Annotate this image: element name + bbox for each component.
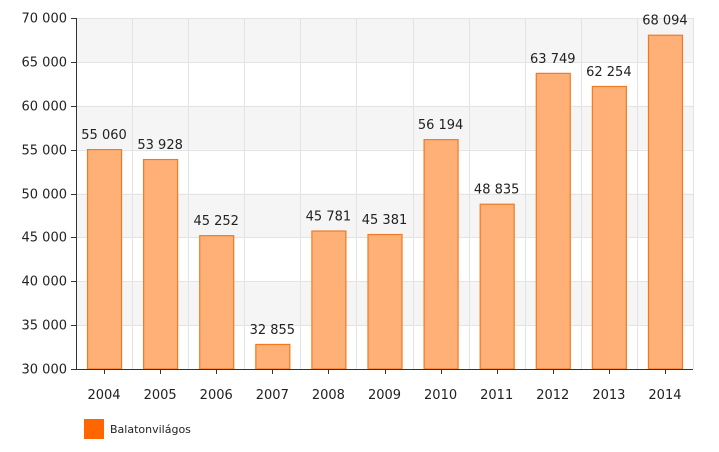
x-tick-label: 2004 [87, 388, 120, 403]
y-tick-label: 65 000 [22, 56, 68, 71]
x-tick-label: 2008 [312, 388, 345, 403]
bar [479, 203, 515, 370]
x-tick-label: 2010 [424, 388, 457, 403]
x-tick-label: 2011 [480, 388, 513, 403]
legend-label: Balatonvilágos [110, 422, 191, 436]
y-tick-label: 60 000 [22, 100, 68, 115]
legend-swatch [84, 419, 104, 439]
bar [255, 343, 291, 370]
bar [535, 72, 571, 370]
x-tick-label: 2012 [536, 388, 569, 403]
data-label: 68 094 [642, 14, 688, 29]
data-label: 45 381 [362, 213, 408, 228]
grid-band [76, 193, 693, 238]
x-tick-label: 2014 [648, 388, 681, 403]
data-label: 53 928 [137, 138, 183, 153]
y-tick-label: 40 000 [22, 275, 68, 290]
bar [143, 158, 179, 370]
x-tick-label: 2006 [200, 388, 233, 403]
data-label: 55 060 [81, 128, 127, 143]
y-tick-label: 35 000 [22, 319, 68, 334]
y-tick-label: 70 000 [22, 12, 68, 27]
data-label: 63 749 [530, 52, 576, 67]
y-tick-label: 55 000 [22, 144, 68, 159]
legend: Balatonvilágos [84, 419, 191, 439]
bar [311, 230, 347, 370]
data-label: 48 835 [474, 183, 520, 198]
bar [423, 139, 459, 370]
bar [367, 233, 403, 370]
data-label: 56 194 [418, 118, 464, 133]
data-label: 62 254 [586, 65, 632, 80]
x-tick-label: 2007 [256, 388, 289, 403]
bar [647, 34, 684, 370]
y-tick-label: 50 000 [22, 188, 68, 203]
y-tick-label: 45 000 [22, 231, 68, 246]
x-tick-label: 2013 [592, 388, 625, 403]
bar [199, 235, 235, 370]
x-tick-label: 2005 [144, 388, 177, 403]
data-label: 45 781 [306, 210, 352, 225]
y-tick-label: 30 000 [22, 363, 68, 378]
bar [591, 85, 627, 370]
grid-band [76, 18, 693, 62]
bar [86, 148, 123, 370]
data-label: 32 855 [250, 323, 296, 338]
data-label: 45 252 [193, 214, 239, 229]
x-tick-label: 2009 [368, 388, 401, 403]
grid-band [76, 105, 693, 150]
